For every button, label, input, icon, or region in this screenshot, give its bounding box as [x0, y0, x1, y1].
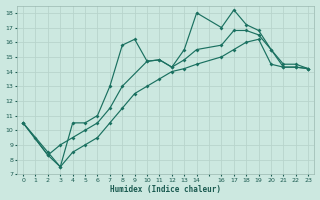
X-axis label: Humidex (Indice chaleur): Humidex (Indice chaleur)	[110, 185, 221, 194]
